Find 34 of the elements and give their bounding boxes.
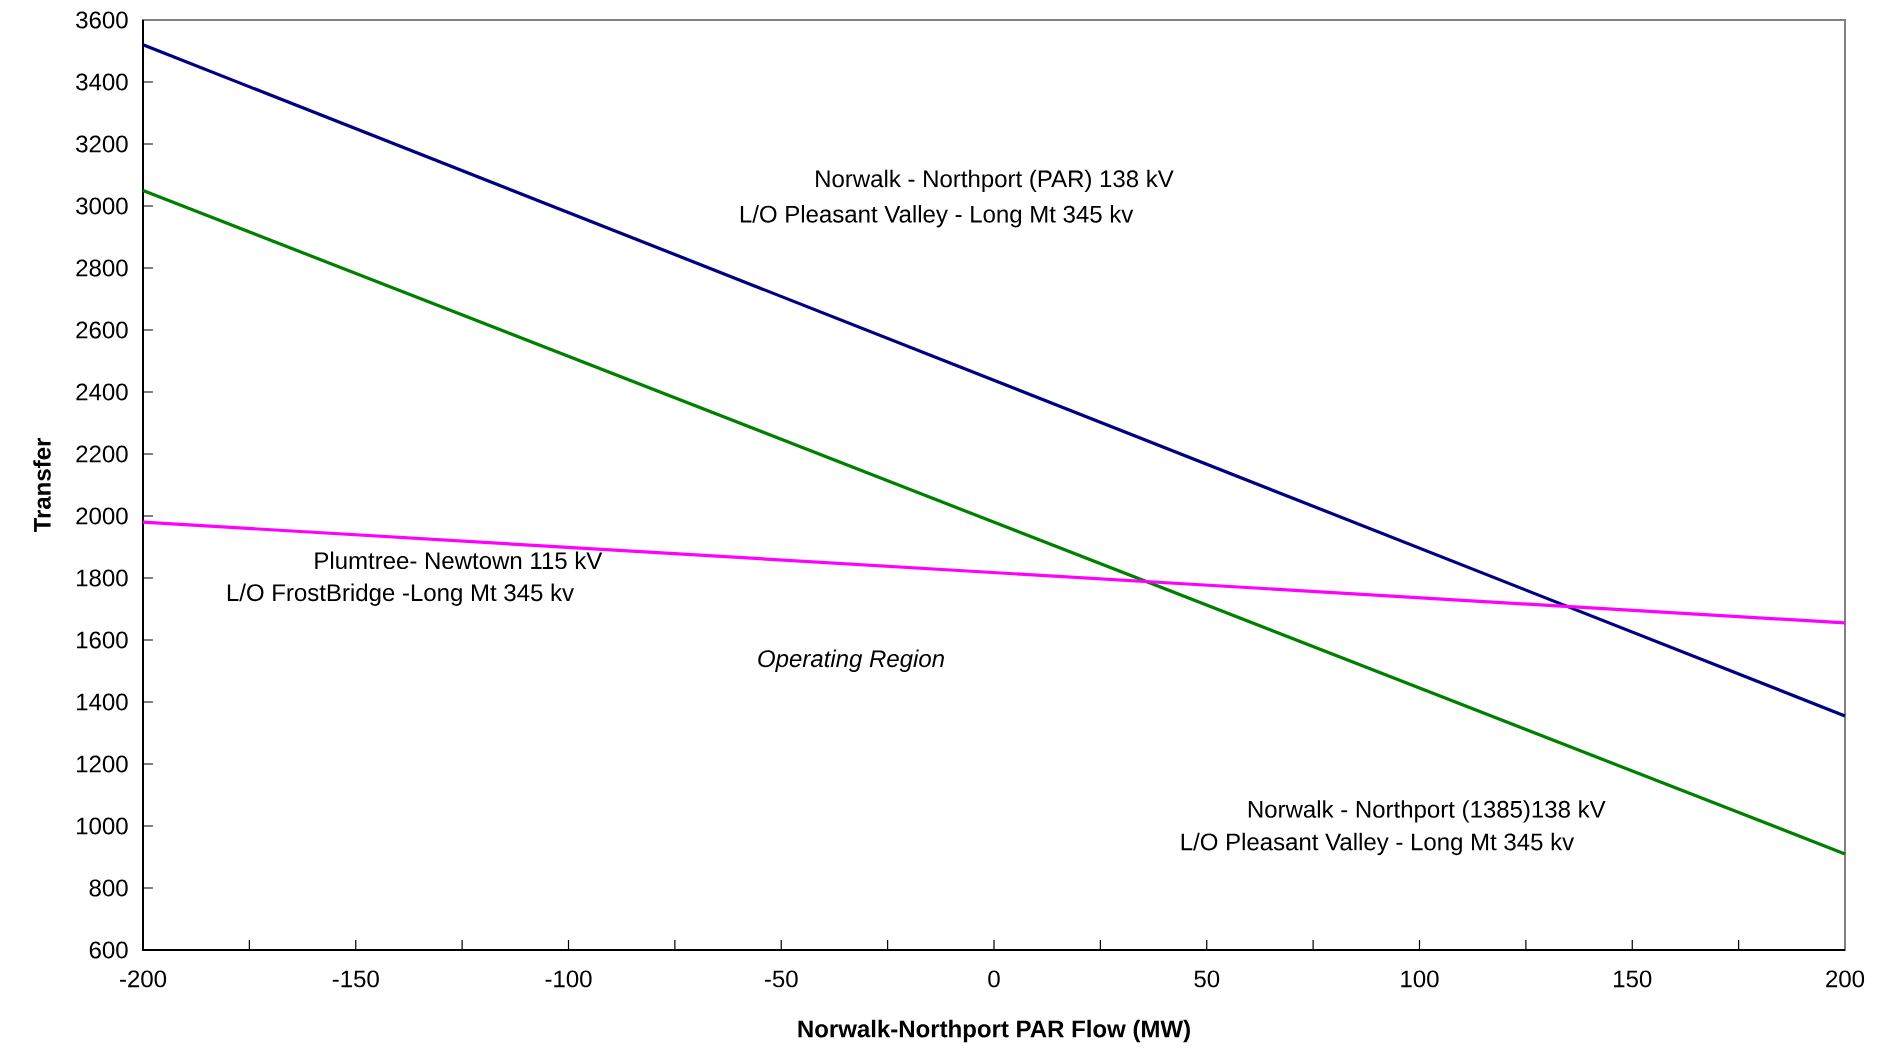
annotation: L/O Pleasant Valley - Long Mt 345 kv xyxy=(740,205,1134,228)
x-tick-label: 0 xyxy=(988,970,1000,988)
annotation: Plumtree- Newtown 115 kV xyxy=(315,551,603,570)
y-tick-label: 1400 xyxy=(77,693,128,711)
y-tick-label: 3200 xyxy=(76,135,128,153)
annotation: L/O Pleasant Valley - Long Mt 345 kv xyxy=(1181,832,1575,856)
x-tick-label: 100 xyxy=(1401,970,1439,988)
x-tick-label: -200 xyxy=(120,970,167,988)
x-tick-label: 200 xyxy=(1826,970,1865,988)
y-tick-label: 1200 xyxy=(77,755,128,773)
annotation: Norwalk - Northport (1385)138 kV xyxy=(1248,800,1606,823)
x-tick-label: -150 xyxy=(332,970,379,988)
y-axis-title: Transfer xyxy=(33,438,51,533)
y-tick-label: 3400 xyxy=(76,73,128,91)
annotation: Norwalk - Northport (PAR) 138 kV xyxy=(816,169,1174,193)
y-tick-label: 800 xyxy=(89,879,128,897)
x-tick-label: 150 xyxy=(1614,970,1652,988)
y-tick-label: 2200 xyxy=(76,445,128,463)
x-axis-title: Norwalk-Northport PAR Flow (MW) xyxy=(798,1019,1190,1043)
y-tick-label: 2400 xyxy=(76,383,128,401)
annotation: Operating Region xyxy=(758,649,944,672)
x-tick-label: 50 xyxy=(1194,970,1220,988)
x-tick-label: -100 xyxy=(545,970,592,988)
y-tick-label: 2600 xyxy=(76,321,128,339)
x-tick-label: -50 xyxy=(764,970,798,988)
y-tick-label: 3000 xyxy=(76,197,128,215)
y-tick-label: 2000 xyxy=(76,507,128,525)
y-tick-label: 1800 xyxy=(77,569,128,587)
y-tick-label: 600 xyxy=(89,941,128,959)
y-tick-label: 2800 xyxy=(76,259,128,277)
y-tick-label: 1600 xyxy=(77,631,128,649)
annotation: L/O FrostBridge -Long Mt 345 kv xyxy=(227,583,574,606)
y-tick-label: 1000 xyxy=(77,817,128,835)
y-tick-label: 3600 xyxy=(76,11,128,29)
